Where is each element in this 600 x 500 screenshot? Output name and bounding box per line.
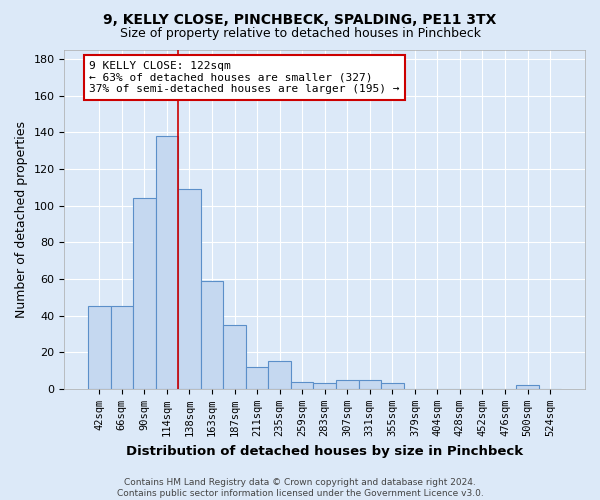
Text: 9, KELLY CLOSE, PINCHBECK, SPALDING, PE11 3TX: 9, KELLY CLOSE, PINCHBECK, SPALDING, PE1… xyxy=(103,12,497,26)
Bar xyxy=(155,136,178,389)
Bar xyxy=(223,325,246,389)
Bar xyxy=(178,189,201,389)
Y-axis label: Number of detached properties: Number of detached properties xyxy=(15,121,28,318)
Bar xyxy=(313,384,336,389)
Bar xyxy=(246,367,268,389)
Bar xyxy=(516,386,539,389)
Bar xyxy=(268,362,291,389)
Bar xyxy=(133,198,155,389)
X-axis label: Distribution of detached houses by size in Pinchbeck: Distribution of detached houses by size … xyxy=(126,444,523,458)
Bar xyxy=(201,281,223,389)
Bar xyxy=(336,380,359,389)
Bar xyxy=(291,382,313,389)
Text: Size of property relative to detached houses in Pinchbeck: Size of property relative to detached ho… xyxy=(119,28,481,40)
Bar xyxy=(359,380,381,389)
Text: Contains HM Land Registry data © Crown copyright and database right 2024.
Contai: Contains HM Land Registry data © Crown c… xyxy=(116,478,484,498)
Bar xyxy=(88,306,110,389)
Bar xyxy=(381,384,404,389)
Bar xyxy=(110,306,133,389)
Text: 9 KELLY CLOSE: 122sqm
← 63% of detached houses are smaller (327)
37% of semi-det: 9 KELLY CLOSE: 122sqm ← 63% of detached … xyxy=(89,61,400,94)
